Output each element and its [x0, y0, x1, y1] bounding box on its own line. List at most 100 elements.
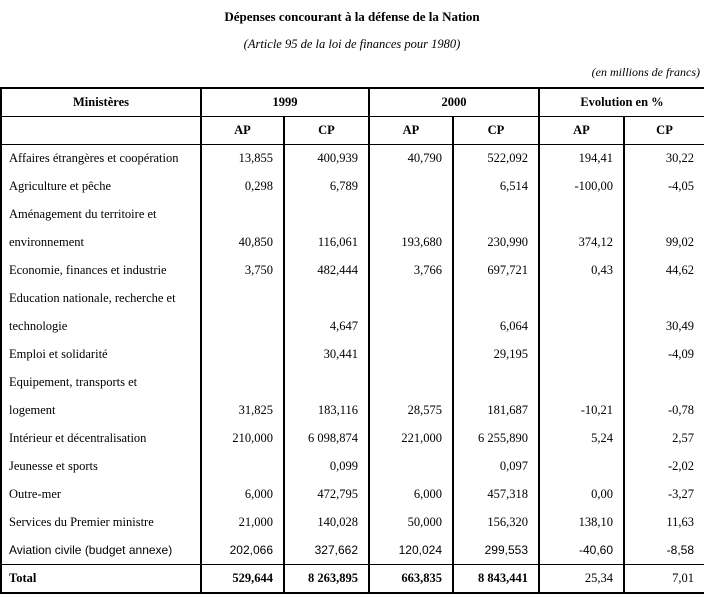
value-cell [200, 284, 284, 312]
value-cell: 181,687 [452, 396, 539, 424]
value-cell: 7,01 [622, 563, 704, 593]
value-cell: -0,78 [622, 396, 704, 424]
value-cell: 6,064 [452, 312, 539, 340]
ministry-label: technologie [9, 318, 68, 333]
value-cell: 3,766 [368, 256, 453, 284]
ministry-row: Jeunesse et sports 0,099 0,097 -2,02 [1, 452, 704, 480]
value-cell: 457,318 [452, 480, 539, 508]
ministry-row: environnement 40,850 116,061 193,680 230,990… [1, 228, 704, 256]
header-ap-1999: AP [200, 116, 284, 145]
value-cell: 2,57 [622, 424, 704, 452]
value-cell: -4,05 [622, 172, 704, 200]
table-header: Ministères 1999 2000 Evolution en % AP C… [1, 88, 704, 145]
value-cell: 11,63 [622, 508, 704, 536]
value-cell [538, 200, 624, 228]
value-cell: 210,000 [200, 424, 284, 452]
value-cell: 116,061 [283, 228, 369, 256]
ministry-label: Outre-mer [9, 486, 62, 501]
header-cp-1999: CP [283, 116, 369, 145]
header-ap-2000: AP [368, 116, 453, 145]
value-cell [622, 368, 704, 396]
total-row: Total 529,644 8 263,895 663,835 8 843,441 25,… [1, 563, 704, 593]
value-cell [622, 284, 704, 312]
ministry-label: Jeunesse et sports [9, 458, 98, 473]
value-cell: 697,721 [452, 256, 539, 284]
value-cell: -4,09 [622, 340, 704, 368]
value-cell [283, 368, 369, 396]
value-cell: 183,116 [283, 396, 369, 424]
value-cell [200, 340, 284, 368]
value-cell: 0,43 [538, 256, 624, 284]
value-cell: 4,647 [283, 312, 369, 340]
value-cell [622, 200, 704, 228]
value-cell: 221,000 [368, 424, 453, 452]
ministry-row: logement 31,825 183,116 28,575 181,687 -10,21… [1, 396, 704, 424]
value-cell: 21,000 [200, 508, 284, 536]
value-cell: -8,58 [622, 536, 704, 564]
value-cell [538, 368, 624, 396]
value-cell: 0,00 [538, 480, 624, 508]
ministry-row: Equipement, transports et [1, 368, 704, 396]
ministry-row: Outre-mer 6,000 472,795 6,000 457,318 0,00 -3,… [1, 480, 704, 508]
value-cell [368, 172, 453, 200]
value-cell: 30,22 [622, 144, 704, 172]
header-year-2000: 2000 [368, 88, 539, 117]
ministry-row: Aviation civile (budget annexe) 202,066 32… [1, 536, 704, 564]
ministry-label: Affaires étrangères et coopération [9, 150, 179, 165]
value-cell: -2,02 [622, 452, 704, 480]
ministry-row: Services du Premier ministre 21,000 140,02… [1, 508, 704, 536]
value-cell: 40,790 [368, 144, 453, 172]
ministry-label: environnement [9, 234, 84, 249]
value-cell: -3,27 [622, 480, 704, 508]
value-cell: -10,21 [538, 396, 624, 424]
value-cell: -40,60 [538, 536, 624, 564]
header-evolution: Evolution en % [537, 88, 704, 117]
value-cell: 663,835 [368, 563, 453, 593]
header-year-1999: 1999 [200, 88, 369, 117]
value-cell: 522,092 [452, 144, 539, 172]
value-cell: -100,00 [538, 172, 624, 200]
value-cell [200, 200, 284, 228]
header-ministries-spacer [1, 116, 201, 145]
value-cell: 529,644 [200, 563, 284, 593]
value-cell: 30,441 [283, 340, 369, 368]
ministry-row: Agriculture et pêche 0,298 6,789 6,514 -100,… [1, 172, 704, 200]
value-cell [452, 368, 539, 396]
value-cell: 6 255,890 [452, 424, 539, 452]
table-body: Affaires étrangères et coopération 13,855… [1, 144, 704, 593]
value-cell: 327,662 [283, 536, 369, 564]
value-cell: 202,066 [200, 536, 284, 564]
document-page: Dépenses concourant à la défense de la N… [0, 9, 704, 594]
value-cell [538, 284, 624, 312]
header-cp-2000: CP [452, 116, 539, 145]
value-cell: 8 843,441 [452, 563, 539, 593]
ministry-row: technologie 4,647 6,064 30,49 [1, 312, 704, 340]
value-cell: 156,320 [452, 508, 539, 536]
value-cell: 6 098,874 [283, 424, 369, 452]
ministry-row: Affaires étrangères et coopération 13,855… [1, 144, 704, 172]
value-cell [452, 200, 539, 228]
value-cell: 0,099 [283, 452, 369, 480]
value-cell [283, 284, 369, 312]
ministry-label: Aviation civile (budget annexe) [9, 542, 173, 557]
ministry-label: Services du Premier ministre [9, 514, 154, 529]
value-cell: 6,000 [368, 480, 453, 508]
value-cell: 25,34 [538, 563, 624, 593]
header-cp-evolution: CP [622, 116, 704, 145]
total-label: Total [1, 563, 201, 593]
value-cell: 299,553 [452, 536, 539, 564]
value-cell [368, 368, 453, 396]
value-cell: 50,000 [368, 508, 453, 536]
value-cell: 3,750 [200, 256, 284, 284]
ministry-label: Intérieur et décentralisation [9, 430, 147, 445]
header-row-groups: Ministères 1999 2000 Evolution en % [1, 88, 704, 117]
value-cell: 99,02 [622, 228, 704, 256]
value-cell: 30,49 [622, 312, 704, 340]
value-cell: 28,575 [368, 396, 453, 424]
header-ministries: Ministères [1, 88, 201, 117]
value-cell: 374,12 [538, 228, 624, 256]
value-cell: 400,939 [283, 144, 369, 172]
value-cell [368, 200, 453, 228]
value-cell: 29,195 [452, 340, 539, 368]
value-cell: 13,855 [200, 144, 284, 172]
